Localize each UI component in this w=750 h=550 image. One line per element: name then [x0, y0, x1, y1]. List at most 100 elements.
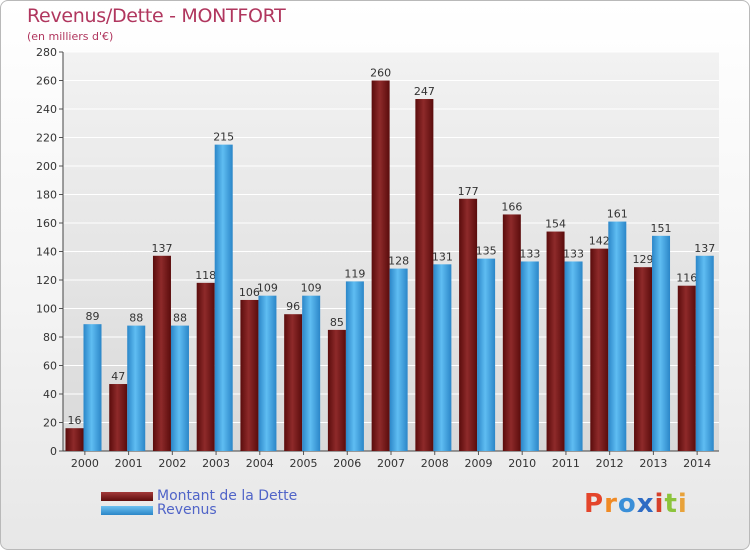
value-label-revenue: 119	[344, 267, 365, 280]
bar-revenue	[345, 281, 364, 451]
value-label-revenue: 135	[476, 245, 497, 258]
value-label-debt: 154	[545, 218, 566, 231]
y-tick-label: 280	[36, 46, 57, 59]
logo-letter: i	[654, 489, 665, 519]
value-label-revenue: 161	[607, 208, 628, 221]
y-tick-label: 60	[43, 360, 57, 373]
chart-subtitle: (en milliers d'€)	[27, 30, 114, 43]
x-tick-label: 2011	[552, 457, 580, 470]
value-label-revenue: 215	[213, 131, 234, 144]
value-label-debt: 116	[676, 272, 697, 285]
chart-title: Revenus/Dette - MONTFORT	[27, 5, 286, 27]
y-tick-label: 180	[36, 189, 57, 202]
value-label-debt: 177	[458, 185, 479, 198]
proxiti-logo: Proxiti	[584, 489, 688, 519]
logo-letter: t	[664, 489, 678, 519]
legend-label-debt: Montant de la Dette	[157, 488, 298, 504]
value-label-revenue: 88	[173, 312, 187, 325]
bar-debt	[634, 267, 653, 451]
bar-debt	[371, 80, 390, 451]
bar-debt	[196, 282, 215, 451]
value-label-debt: 96	[286, 300, 300, 313]
y-tick-label: 140	[36, 246, 57, 259]
value-label-debt: 47	[111, 370, 125, 383]
x-tick-label: 2014	[683, 457, 711, 470]
x-tick-label: 2009	[464, 457, 492, 470]
bar-revenue	[258, 295, 277, 451]
y-tick-label: 0	[50, 445, 57, 458]
y-tick-label: 80	[43, 331, 57, 344]
bar-debt	[590, 248, 609, 451]
value-label-revenue: 133	[563, 247, 584, 260]
bar-debt	[109, 384, 128, 451]
legend-swatch-debt	[101, 491, 153, 501]
legend-item-revenue: Revenus	[101, 502, 217, 518]
bar-revenue	[608, 221, 627, 451]
value-label-debt: 142	[589, 235, 610, 248]
value-label-debt: 247	[414, 85, 435, 98]
bar-revenue	[170, 325, 189, 451]
x-tick-label: 2006	[333, 457, 361, 470]
y-tick-label: 220	[36, 132, 57, 145]
x-tick-label: 2004	[246, 457, 274, 470]
x-tick-label: 2008	[421, 457, 449, 470]
x-tick-label: 2000	[71, 457, 99, 470]
x-tick-label: 2010	[508, 457, 536, 470]
bar-revenue	[389, 268, 408, 451]
x-tick-label: 2007	[377, 457, 405, 470]
value-label-revenue: 131	[432, 250, 453, 263]
value-label-debt: 118	[195, 269, 216, 282]
logo-letter: P	[584, 489, 605, 519]
bar-revenue	[302, 295, 321, 451]
y-tick-label: 160	[36, 217, 57, 230]
y-tick-label: 20	[43, 417, 57, 430]
legend-label-revenue: Revenus	[157, 502, 217, 518]
bar-revenue	[520, 261, 539, 451]
y-tick-label: 120	[36, 274, 57, 287]
bar-revenue	[214, 144, 233, 451]
bar-debt	[327, 329, 346, 451]
value-label-revenue: 88	[129, 312, 143, 325]
x-tick-label: 2002	[158, 457, 186, 470]
value-label-revenue: 128	[388, 255, 409, 268]
bar-revenue	[564, 261, 583, 451]
logo-letter: o	[617, 489, 637, 519]
value-label-debt: 85	[330, 316, 344, 329]
value-label-debt: 129	[633, 253, 654, 266]
y-tick-label: 40	[43, 388, 57, 401]
value-label-revenue: 89	[86, 310, 100, 323]
bar-debt	[284, 314, 303, 451]
value-label-revenue: 109	[301, 282, 322, 295]
bar-debt	[240, 299, 259, 451]
y-tick-label: 200	[36, 160, 57, 173]
bar-debt	[415, 99, 434, 452]
bar-debt	[65, 428, 84, 451]
bar-revenue	[83, 324, 102, 451]
value-label-debt: 166	[501, 200, 522, 213]
value-label-revenue: 109	[257, 282, 278, 295]
value-label-debt: 16	[68, 414, 82, 427]
logo-letter: i	[677, 489, 688, 519]
x-tick-label: 2003	[202, 457, 230, 470]
bar-revenue	[477, 258, 496, 451]
bar-revenue	[127, 325, 146, 451]
bar-debt	[546, 231, 565, 451]
bar-debt	[502, 214, 521, 451]
x-tick-label: 2005	[290, 457, 318, 470]
x-tick-label: 2001	[115, 457, 143, 470]
y-tick-label: 100	[36, 303, 57, 316]
y-tick-label: 240	[36, 103, 57, 116]
value-label-debt: 137	[151, 242, 172, 255]
value-label-debt: 106	[239, 286, 260, 299]
bar-revenue	[695, 255, 714, 451]
bar-revenue	[433, 264, 452, 451]
y-tick-label: 260	[36, 75, 57, 88]
value-label-revenue: 151	[651, 222, 672, 235]
value-label-debt: 260	[370, 67, 391, 80]
bar-debt	[459, 198, 478, 451]
bar-debt	[152, 255, 171, 451]
legend-swatch-revenue	[101, 505, 153, 515]
logo-letter: x	[636, 489, 655, 519]
